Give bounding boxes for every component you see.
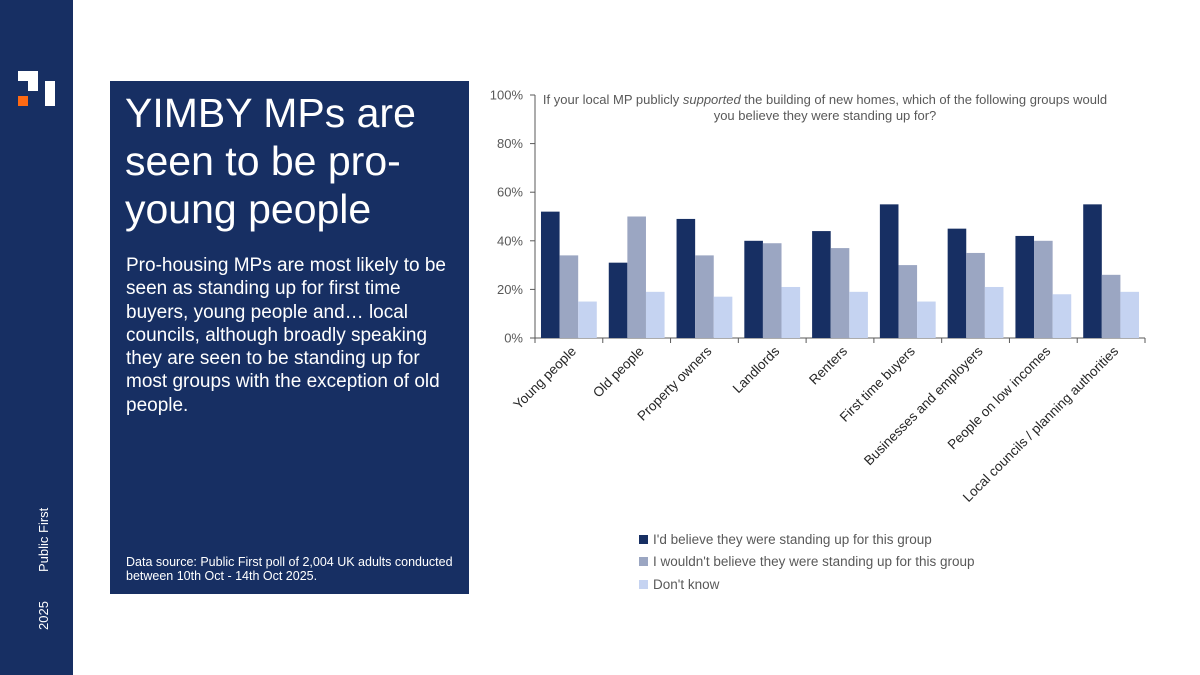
bar (849, 291, 868, 338)
bar (781, 286, 801, 338)
legend-label: I wouldn't believe they were standing up… (653, 554, 975, 570)
bar (713, 296, 733, 338)
legend-swatch (639, 557, 648, 567)
bar (559, 255, 579, 338)
x-category-label: Property owners (634, 343, 714, 423)
bar (984, 286, 1004, 338)
legend-item: I wouldn't believe they were standing up… (639, 551, 975, 574)
y-tick-label: 0% (504, 331, 523, 346)
chart-title-part-1: If your local MP publicly (542, 92, 683, 107)
bar (645, 291, 665, 338)
bar (608, 262, 628, 338)
y-tick-label: 60% (497, 185, 523, 200)
bar (917, 301, 936, 338)
legend-label: Don't know (653, 576, 720, 592)
bar (1034, 240, 1053, 338)
x-category-label: Landlords (730, 343, 783, 396)
bar (676, 218, 696, 338)
x-category-label: Businesses and employers (861, 343, 986, 468)
summary-panel: YIMBY MPs are seen to be pro-young peopl… (110, 81, 469, 594)
legend-swatch (639, 579, 648, 589)
data-source-note: Data source: Public First poll of 2,004 … (126, 555, 453, 583)
y-tick-label: 20% (497, 282, 523, 297)
bar (966, 252, 985, 338)
bar (1083, 204, 1102, 338)
chart-title: If your local MP publicly supported the … (540, 92, 1110, 124)
chart-title-part-2: the building of new homes, which of the … (713, 92, 1108, 123)
bar (1052, 294, 1072, 338)
y-tick-label: 100% (490, 88, 524, 103)
bar (1015, 235, 1035, 338)
bar (540, 211, 560, 338)
y-tick-label: 40% (497, 233, 523, 248)
chart-title-emphasis: supported (682, 92, 741, 107)
x-category-label: Young people (510, 344, 579, 413)
bar (762, 243, 782, 338)
bar (947, 228, 967, 338)
x-category-label: Old people (590, 344, 647, 401)
bar-chart: 0% 20% 40% 60% 80% 100% Young people Old people… (490, 88, 1146, 505)
legend-swatch (639, 534, 648, 544)
bar (1101, 274, 1121, 338)
legend-item: Don't know (639, 573, 975, 596)
x-category-label: Local councils / planning authorities (960, 343, 1121, 504)
sidebar: Public First 2025 (0, 0, 73, 675)
chart-legend: I'd believe they were standing up for th… (639, 528, 975, 596)
year-label: 2025 (36, 601, 51, 630)
bar (898, 265, 918, 338)
bar (812, 231, 831, 338)
panel-title: YIMBY MPs are seen to be pro-young peopl… (125, 90, 416, 232)
bar (627, 216, 646, 338)
bar (879, 204, 899, 338)
panel-body-text: Pro-housing MPs are most likely to be se… (126, 255, 446, 416)
bar (695, 255, 714, 338)
bar (830, 248, 850, 338)
public-first-logo (18, 71, 55, 106)
brand-name: Public First (36, 507, 51, 572)
y-tick-label: 80% (497, 136, 523, 151)
x-category-label: Renters (806, 343, 850, 387)
bar (578, 301, 597, 338)
legend-label: I'd believe they were standing up for th… (653, 531, 932, 547)
legend-item: I'd believe they were standing up for th… (639, 528, 975, 551)
bar (744, 240, 763, 338)
bar (1120, 291, 1140, 338)
